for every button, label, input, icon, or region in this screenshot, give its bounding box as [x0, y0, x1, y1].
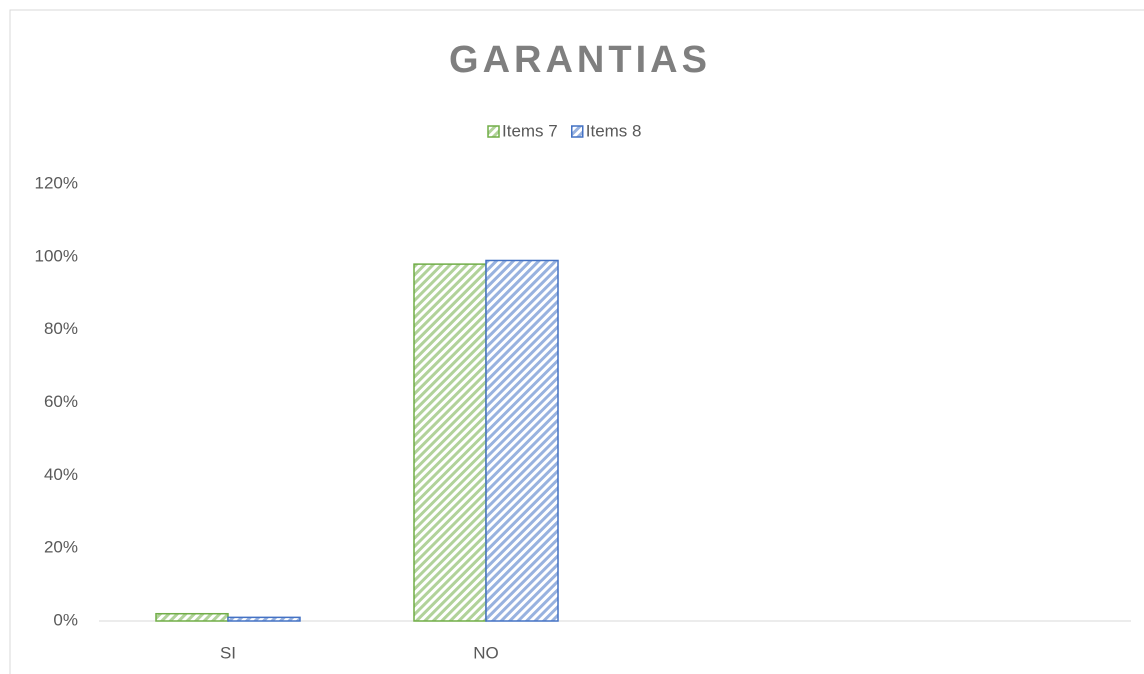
- legend-swatch: [571, 125, 584, 138]
- x-tick-label: NO: [473, 643, 499, 662]
- legend-label: Items 8: [586, 121, 642, 140]
- y-tick-label: 40%: [44, 465, 78, 484]
- legend-swatch: [487, 125, 500, 138]
- bar: [413, 263, 487, 622]
- chart-border: [9, 9, 1144, 674]
- y-tick-label: 60%: [44, 392, 78, 411]
- bar: [227, 616, 301, 622]
- y-tick-label: 20%: [44, 538, 78, 557]
- y-tick-label: 0%: [53, 610, 78, 629]
- bar: [155, 612, 229, 622]
- y-tick-label: 100%: [35, 246, 78, 265]
- x-tick-label: SI: [220, 643, 236, 662]
- y-tick-label: 120%: [35, 173, 78, 192]
- bar: [485, 259, 559, 622]
- legend-label: Items 7: [502, 121, 558, 140]
- y-tick-label: 80%: [44, 319, 78, 338]
- chart-title: GARANTIAS: [449, 39, 711, 81]
